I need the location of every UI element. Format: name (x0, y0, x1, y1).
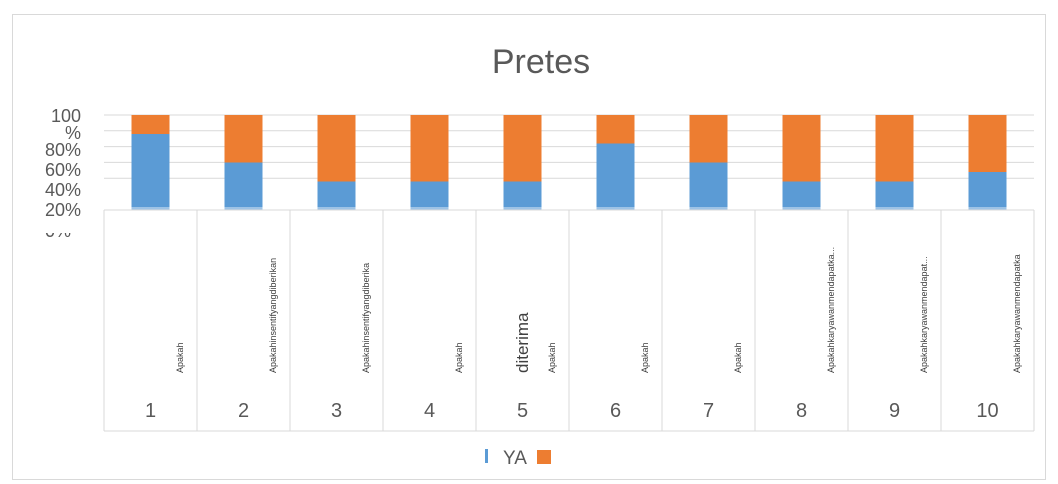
category-question-label: Apakah (175, 342, 185, 373)
category-question-label: Apakah (640, 342, 650, 373)
bar-ya-4 (410, 181, 449, 210)
bar-other-1 (131, 115, 170, 134)
bar-base (410, 207, 449, 210)
y-tick-label: 80% (45, 140, 81, 160)
legend-label-ya: YA (503, 448, 527, 469)
x-tick-label: 4 (424, 400, 435, 422)
category-labels: 1 2 3 4 5 6 7 8 9 10 (145, 400, 999, 422)
chart-title: Pretes (492, 43, 590, 81)
x-tick-label: 8 (796, 400, 807, 422)
x-tick-label: 10 (976, 400, 998, 422)
category-label-grid (103, 210, 1035, 432)
bar-base (596, 207, 635, 210)
y-tick-label: 40% (45, 180, 81, 200)
category-question-label: Apakahinsentifyangdiberika (361, 263, 371, 373)
chart-frame: Pretes 100%80%60%40%20%0% ApakahApakahin… (12, 14, 1046, 480)
category-question-label: Apakahinsentifyangdiberikan (268, 258, 278, 373)
bar-ya-2 (224, 162, 263, 210)
bar-base (968, 207, 1007, 210)
bars (104, 115, 1034, 211)
x-tick-label: 2 (238, 400, 249, 422)
bar-other-9 (875, 115, 914, 182)
bar-other-8 (782, 115, 821, 182)
category-question-labels: Apakah Apakahinsentifyangdiberikan Apakahi… (175, 247, 1022, 373)
legend-swatch-other (537, 450, 551, 464)
category-question-label-fragment: diterima (513, 312, 532, 373)
x-tick-label: 1 (145, 400, 156, 422)
bar-ya-9 (875, 181, 914, 210)
bar-base (224, 207, 263, 210)
x-tick-label: 7 (703, 400, 714, 422)
bar-ya-10 (968, 172, 1007, 210)
x-tick-label: 5 (517, 400, 528, 422)
bar-ya-5 (503, 181, 542, 210)
category-question-label: Apakah (733, 342, 743, 373)
bar-ya-3 (317, 181, 356, 210)
category-question-label: Apakahkaryawanmendapat... (919, 256, 929, 373)
bar-other-4 (410, 115, 449, 182)
bar-other-6 (596, 115, 635, 144)
bar-ya-7 (689, 162, 728, 210)
y-tick-label: 20% (45, 200, 81, 220)
chart: Pretes 100%80%60%40%20%0% ApakahApakahin… (33, 43, 1035, 469)
bar-other-3 (317, 115, 356, 182)
bar-base (131, 207, 170, 210)
x-tick-label: 6 (610, 400, 621, 422)
x-tick-label: 3 (331, 400, 342, 422)
y-axis-ticks: 100%80%60%40%20%0% (33, 106, 93, 241)
legend: YA (485, 448, 551, 469)
bar-other-10 (968, 115, 1007, 172)
category-question-label: Apakahkaryawanmendapatka (1012, 254, 1022, 373)
x-tick-label: 9 (889, 400, 900, 422)
y-tick-label: 100 (51, 106, 81, 126)
bar-ya-8 (782, 181, 821, 210)
bar-ya-1 (131, 134, 170, 210)
legend-swatch-ya (485, 449, 488, 463)
bar-ya-6 (596, 143, 635, 210)
category-question-label: Apakah (454, 342, 464, 373)
bar-base (782, 207, 821, 210)
bar-other-2 (224, 115, 263, 163)
bar-base (503, 207, 542, 210)
y-tick-label: % (65, 123, 81, 143)
category-question-label: Apakah (547, 342, 557, 373)
bar-base (689, 207, 728, 210)
bar-base (875, 207, 914, 210)
bar-base (317, 207, 356, 210)
category-question-label: Apakahkaryawanmendapatka... (826, 247, 836, 373)
bar-other-7 (689, 115, 728, 163)
bar-other-5 (503, 115, 542, 182)
y-tick-label: 60% (45, 160, 81, 180)
